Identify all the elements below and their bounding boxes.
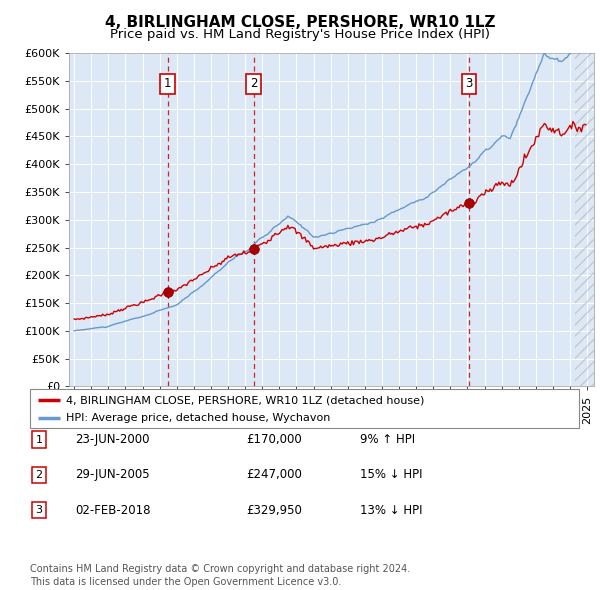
Text: 4, BIRLINGHAM CLOSE, PERSHORE, WR10 1LZ: 4, BIRLINGHAM CLOSE, PERSHORE, WR10 1LZ [105,15,495,30]
Text: 4, BIRLINGHAM CLOSE, PERSHORE, WR10 1LZ (detached house): 4, BIRLINGHAM CLOSE, PERSHORE, WR10 1LZ … [65,395,424,405]
Text: 29-JUN-2005: 29-JUN-2005 [75,468,149,481]
Text: 23-JUN-2000: 23-JUN-2000 [75,433,149,446]
Text: 3: 3 [466,77,473,90]
Text: 2: 2 [250,77,257,90]
Text: 13% ↓ HPI: 13% ↓ HPI [360,504,422,517]
Text: 3: 3 [35,506,43,515]
FancyBboxPatch shape [30,389,579,428]
Text: 1: 1 [164,77,172,90]
Text: £247,000: £247,000 [246,468,302,481]
Text: 1: 1 [35,435,43,444]
Text: 2: 2 [35,470,43,480]
Text: £170,000: £170,000 [246,433,302,446]
Text: Price paid vs. HM Land Registry's House Price Index (HPI): Price paid vs. HM Land Registry's House … [110,28,490,41]
Bar [575,42,600,386]
Text: 02-FEB-2018: 02-FEB-2018 [75,504,151,517]
Text: £329,950: £329,950 [246,504,302,517]
Text: HPI: Average price, detached house, Wychavon: HPI: Average price, detached house, Wych… [65,413,330,423]
Text: Contains HM Land Registry data © Crown copyright and database right 2024.
This d: Contains HM Land Registry data © Crown c… [30,564,410,587]
Text: 9% ↑ HPI: 9% ↑ HPI [360,433,415,446]
Text: 15% ↓ HPI: 15% ↓ HPI [360,468,422,481]
